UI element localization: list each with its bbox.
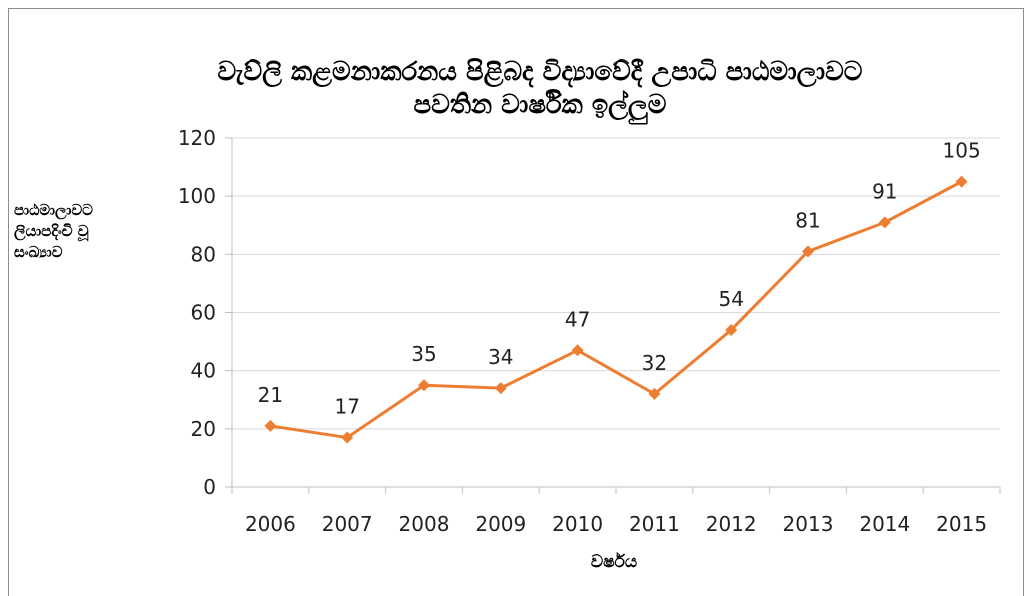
x-tick-label-2009: 2009	[475, 512, 526, 536]
x-axis-title: වර්ෂය	[591, 552, 637, 572]
data-point-marker-2010	[571, 344, 584, 357]
data-point-marker-2015	[955, 175, 968, 188]
data-label-2006: 21	[258, 383, 283, 407]
axes	[225, 137, 1001, 494]
y-tick-labels: 0 20 40 60 80 100 120	[178, 126, 216, 499]
x-tick-label-2010: 2010	[552, 512, 603, 536]
data-point-marker-2008	[418, 379, 430, 392]
data-point-marker-2009	[494, 382, 507, 395]
chart-title-line-1: වැව්ලි කළමනාකරනය පිළිබද විද්‍යාවේදී උපාධ…	[218, 57, 863, 88]
x-tick-labels: 2006 2007 2008 2009 2010 2011 2012 2013 2014 2015	[245, 512, 987, 536]
x-tick-label-2015: 2015	[936, 512, 987, 536]
chart-title-line-2: පවතින වාර්ෂික ඉල්ලුම	[414, 89, 667, 125]
data-point-marker-2006	[264, 419, 277, 432]
y-tick-label: 40	[191, 359, 216, 383]
x-tick-label-2011: 2011	[629, 512, 680, 536]
data-labels: 21 17 35 34 47 32 54 81 91 105	[258, 139, 981, 419]
chart-border	[8, 8, 1024, 596]
data-label-2010: 47	[565, 307, 590, 331]
data-label-2009: 34	[488, 345, 513, 369]
data-label-2014: 91	[872, 179, 897, 203]
series-markers	[264, 175, 968, 444]
data-label-2007: 17	[334, 395, 359, 419]
y-tick-label: 20	[191, 417, 216, 441]
data-label-2008: 35	[411, 342, 436, 366]
series-line	[270, 180, 963, 440]
x-tick-label-2013: 2013	[783, 512, 834, 536]
x-tick-label-2007: 2007	[322, 512, 373, 536]
series-line-path	[270, 180, 963, 440]
data-label-2012: 54	[718, 287, 743, 311]
data-point-marker-2013	[802, 245, 814, 258]
data-label-2015: 105	[943, 139, 981, 163]
data-point-marker-2014	[878, 216, 891, 229]
y-tick-label: 0	[203, 475, 216, 499]
y-tick-label: 100	[178, 184, 216, 208]
data-point-marker-2011	[648, 387, 661, 400]
data-point-marker-2007	[341, 431, 354, 444]
x-tick-label-2006: 2006	[245, 512, 296, 536]
data-label-2013: 81	[795, 208, 820, 232]
x-tick-label-2008: 2008	[399, 512, 450, 536]
data-label-2011: 32	[642, 351, 667, 375]
y-tick-label: 80	[191, 242, 216, 266]
data-point-marker-2012	[725, 323, 738, 336]
x-tick-label-2012: 2012	[706, 512, 757, 536]
y-tick-label: 60	[191, 301, 216, 325]
y-axis-title-line-2: ලියාපදිංචි වූ	[14, 222, 89, 242]
x-tick-label-2014: 2014	[859, 512, 910, 536]
y-axis-title-line-3: සංඛ්‍යාව	[14, 243, 63, 261]
y-axis-title-line-1: පාඨමාලාවට	[14, 201, 93, 220]
y-tick-label: 120	[178, 126, 216, 150]
